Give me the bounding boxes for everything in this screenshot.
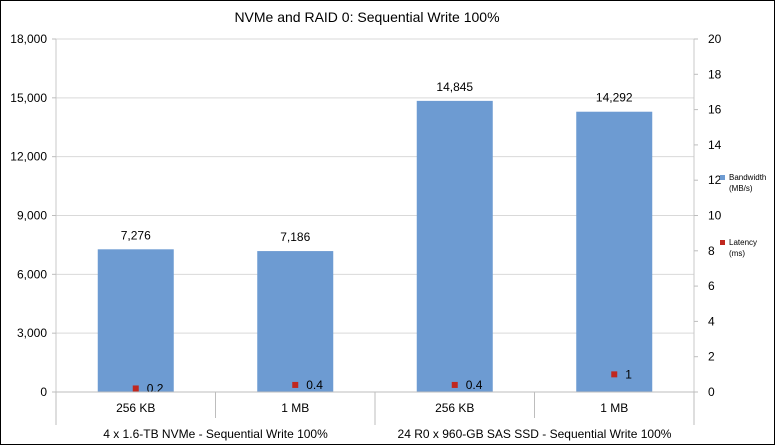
x-group-label: 24 R0 x 960-GB SAS SSD - Sequential Writ… bbox=[398, 427, 672, 441]
x-category-label: 256 KB bbox=[116, 401, 155, 415]
y-left-tick-label: 9,000 bbox=[17, 209, 47, 223]
bandwidth-bar bbox=[257, 251, 334, 392]
x-group-label: 4 x 1.6-TB NVMe - Sequential Write 100% bbox=[103, 427, 328, 441]
latency-point bbox=[611, 371, 618, 378]
y-right-tick-label: 8 bbox=[708, 244, 715, 258]
bandwidth-data-label: 7,276 bbox=[121, 228, 151, 242]
y-left-tick-label: 6,000 bbox=[17, 267, 47, 281]
legend-label: Latency bbox=[729, 238, 757, 247]
y-right-tick-label: 20 bbox=[708, 32, 722, 46]
y-right-tick-label: 18 bbox=[708, 67, 722, 81]
bandwidth-bar bbox=[97, 249, 174, 392]
y-left-tick-label: 3,000 bbox=[17, 326, 47, 340]
legend-label: (MB/s) bbox=[729, 184, 753, 193]
y-right-tick-label: 12 bbox=[708, 173, 722, 187]
bandwidth-bar bbox=[416, 100, 493, 393]
bandwidth-data-label: 14,845 bbox=[436, 80, 473, 94]
y-left-tick-label: 18,000 bbox=[10, 32, 47, 46]
y-right-tick-label: 0 bbox=[708, 385, 715, 399]
bandwidth-bars: 7,276 7,186 14,845 14,292 bbox=[97, 80, 653, 393]
y-right-tick-label: 10 bbox=[708, 209, 722, 223]
x-axis: 256 KB 1 MB 256 KB 1 MB 4 x 1.6-TB NVMe - Se… bbox=[55, 391, 695, 441]
y-right-tick-label: 14 bbox=[708, 138, 722, 152]
legend-swatch bbox=[720, 175, 725, 180]
latency-point bbox=[451, 381, 458, 388]
chart-title: NVMe and RAID 0: Sequential Write 100% bbox=[234, 9, 499, 25]
bandwidth-data-label: 14,292 bbox=[596, 91, 633, 105]
legend: Bandwidth (MB/s) Latency (ms) bbox=[720, 173, 766, 258]
y-left-tick-label: 0 bbox=[40, 385, 47, 399]
bandwidth-bar bbox=[576, 111, 653, 392]
latency-points: 0.2 0.4 0.4 1 bbox=[132, 367, 632, 395]
y-axis-left: 0 3,000 6,000 9,000 12,000 15,000 18,000 bbox=[10, 32, 57, 399]
x-category-label: 1 MB bbox=[600, 401, 628, 415]
y-right-tick-label: 2 bbox=[708, 350, 715, 364]
latency-data-label: 0.4 bbox=[466, 378, 483, 392]
x-category-label: 256 KB bbox=[435, 401, 474, 415]
latency-data-label: 0.4 bbox=[306, 378, 323, 392]
latency-point bbox=[292, 381, 299, 388]
bandwidth-data-label: 7,186 bbox=[280, 230, 310, 244]
latency-point bbox=[132, 385, 139, 392]
y-left-tick-label: 12,000 bbox=[10, 150, 47, 164]
y-right-tick-label: 6 bbox=[708, 279, 715, 293]
y-right-tick-label: 16 bbox=[708, 103, 722, 117]
legend-swatch bbox=[720, 240, 725, 245]
legend-label: Bandwidth bbox=[729, 173, 766, 182]
y-left-tick-label: 15,000 bbox=[10, 91, 47, 105]
x-category-label: 1 MB bbox=[281, 401, 309, 415]
y-right-tick-label: 4 bbox=[708, 314, 715, 328]
latency-data-label: 1 bbox=[625, 367, 632, 381]
legend-label: (ms) bbox=[729, 249, 745, 258]
y-axis-right: 0 2 4 6 8 10 12 14 16 18 20 bbox=[693, 32, 722, 399]
latency-data-label: 0.2 bbox=[147, 381, 164, 395]
